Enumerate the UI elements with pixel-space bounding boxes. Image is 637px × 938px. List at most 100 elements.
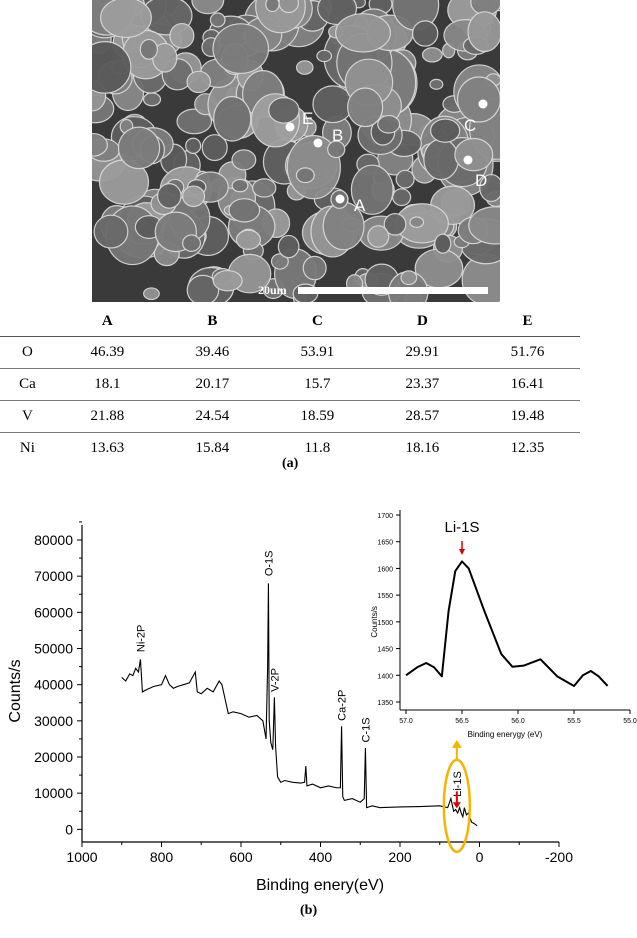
grain [350, 164, 394, 215]
grain [92, 132, 108, 157]
inset-y-tick-label: 1500 [377, 620, 393, 627]
table-cell: 18.1 [54, 368, 160, 401]
grain [231, 149, 257, 171]
grain [142, 92, 162, 107]
table-row: Ca 18.1 20.17 15.7 23.37 16.41 [0, 368, 580, 401]
grain [295, 167, 315, 184]
inset-y-tick-label: 1700 [377, 513, 393, 520]
y-tick-label: 70000 [34, 568, 73, 584]
column-header: D [369, 306, 475, 337]
table-cell: 53.91 [264, 336, 370, 369]
column-header: B [159, 306, 265, 337]
grain [186, 70, 212, 94]
x-axis-label: Binding enery(eV) [256, 877, 384, 894]
grain [327, 140, 346, 159]
grain [392, 188, 412, 207]
table-cell: 18.59 [264, 400, 370, 433]
table-cell: 13.63 [90, 440, 125, 456]
grain [228, 198, 261, 223]
peak-label: Li-1S [452, 771, 464, 797]
inset-y-tick-label: 1350 [377, 700, 393, 707]
table-cell: 24.54 [159, 400, 265, 433]
table-row: V 21.88 24.54 18.59 28.57 19.48 [0, 400, 580, 433]
sem-point-label: E [302, 109, 313, 128]
inset-red-arrowhead-icon [459, 549, 465, 555]
inset-x-tick-label: 57.0 [399, 718, 413, 725]
grain [270, 253, 289, 270]
grain [409, 216, 425, 228]
x-tick-label: 0 [476, 849, 484, 865]
table-row: Ni 13.63 15.84 11.8 18.16 12.35 [0, 433, 580, 465]
inset-x-tick-label: 56.5 [455, 718, 469, 725]
y-tick-label: 10000 [34, 785, 73, 801]
table-cell: 15.84 [195, 440, 230, 456]
column-header: C [264, 306, 370, 337]
grain [395, 169, 415, 189]
table-cell: 46.39 [54, 336, 160, 369]
grain [467, 11, 500, 53]
x-tick-label: 200 [388, 849, 412, 865]
table-cell: 12.35 [510, 440, 545, 456]
inset-x-axis-label: Binding enerygy (eV) [468, 730, 543, 739]
grain [191, 0, 225, 15]
peak-label: Ca-2P [337, 690, 349, 721]
column-header: E [474, 306, 580, 337]
sem-point-E [285, 122, 295, 132]
x-tick-label: 600 [229, 849, 253, 865]
grain [176, 108, 213, 135]
grain [139, 38, 159, 60]
sem-point-label: C [464, 116, 476, 135]
sem-point-label: B [332, 126, 343, 145]
grain [335, 13, 391, 53]
y-tick-label: 80000 [34, 532, 73, 548]
y-tick-label: 0 [65, 821, 73, 837]
grain [411, 20, 439, 47]
grain [265, 0, 280, 13]
peak-label: V-2P [269, 668, 281, 692]
grain [421, 47, 443, 63]
grain [456, 76, 500, 123]
sem-point-D [463, 155, 473, 165]
red-arrowhead-icon [452, 802, 461, 809]
inset-title: Li-1S [444, 519, 479, 536]
grain [235, 229, 261, 250]
table-row: O 46.39 39.46 53.91 29.91 51.76 [0, 336, 580, 369]
table-cell: 29.91 [369, 336, 475, 369]
table-cell: 16.41 [474, 368, 580, 401]
peak-label: O-1S [263, 550, 275, 576]
y-tick-label: 50000 [34, 641, 73, 657]
grain [400, 270, 418, 286]
grain [185, 137, 202, 155]
grain [143, 287, 160, 301]
grain [454, 137, 494, 172]
grain [93, 214, 129, 249]
y-axis-label: Counts/s [7, 659, 24, 722]
grain [92, 40, 132, 94]
inset-line [405, 560, 609, 687]
inset-y-tick-label: 1400 [377, 673, 393, 680]
y-tick-label: 30000 [34, 713, 73, 729]
row-label: Ni [19, 440, 35, 456]
table-cell: 28.57 [369, 400, 475, 433]
y-tick-label: 40000 [34, 677, 73, 693]
grain [201, 134, 228, 162]
grain [423, 138, 460, 181]
x-tick-label: 1000 [66, 849, 97, 865]
grain [186, 274, 220, 302]
inset-y-tick-label: 1650 [377, 540, 393, 547]
grain [182, 234, 202, 252]
grain [302, 255, 327, 281]
grain [231, 178, 249, 193]
inset-y-axis-label: Counts/s [370, 606, 379, 638]
table-cell: 39.46 [159, 336, 265, 369]
row-label: O [0, 336, 55, 369]
grain [277, 234, 300, 259]
grain [213, 96, 252, 142]
x-tick-label: 400 [309, 849, 333, 865]
x-tick-label: -200 [545, 849, 573, 865]
sem-point-label: A [354, 196, 366, 215]
grain [479, 173, 500, 203]
inset-y-tick-label: 1600 [377, 566, 393, 573]
